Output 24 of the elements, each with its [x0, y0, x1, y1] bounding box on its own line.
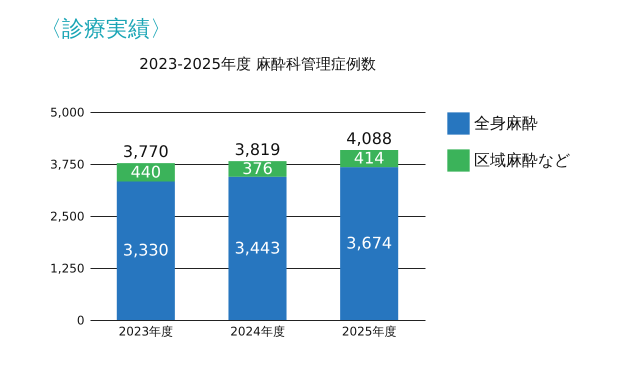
x-tick-label: 2023年度	[118, 324, 174, 338]
y-tick-label: 1,250	[50, 262, 84, 276]
bar	[228, 176, 287, 320]
data-label: 376	[242, 158, 273, 178]
y-tick-label: 3,750	[50, 158, 84, 172]
y-tick-label: 5,000	[50, 106, 84, 120]
data-label: 414	[354, 148, 384, 168]
chart-title: 〈診療実績〉	[40, 16, 172, 44]
bar	[340, 167, 398, 320]
data-label: 3,330	[122, 240, 169, 260]
bar	[116, 181, 175, 320]
data-label: 3,674	[346, 234, 392, 253]
total-label: 4,088	[346, 128, 392, 148]
total-label: 3,819	[234, 140, 280, 160]
chart-subtitle: 2023-2025年度 麻酔科管理症例数	[139, 55, 376, 73]
legend-label: 全身麻酔	[474, 114, 538, 132]
legend-label: 区域麻酔など	[474, 150, 570, 170]
x-tick-label: 2025年度	[342, 324, 396, 338]
total-label: 3,770	[122, 142, 169, 162]
y-tick-label: 2,500	[50, 210, 84, 224]
data-label: 3,443	[234, 238, 280, 258]
x-tick-label: 2024年度	[230, 324, 285, 338]
data-label: 440	[130, 162, 162, 182]
y-tick-label: 0	[76, 314, 84, 328]
